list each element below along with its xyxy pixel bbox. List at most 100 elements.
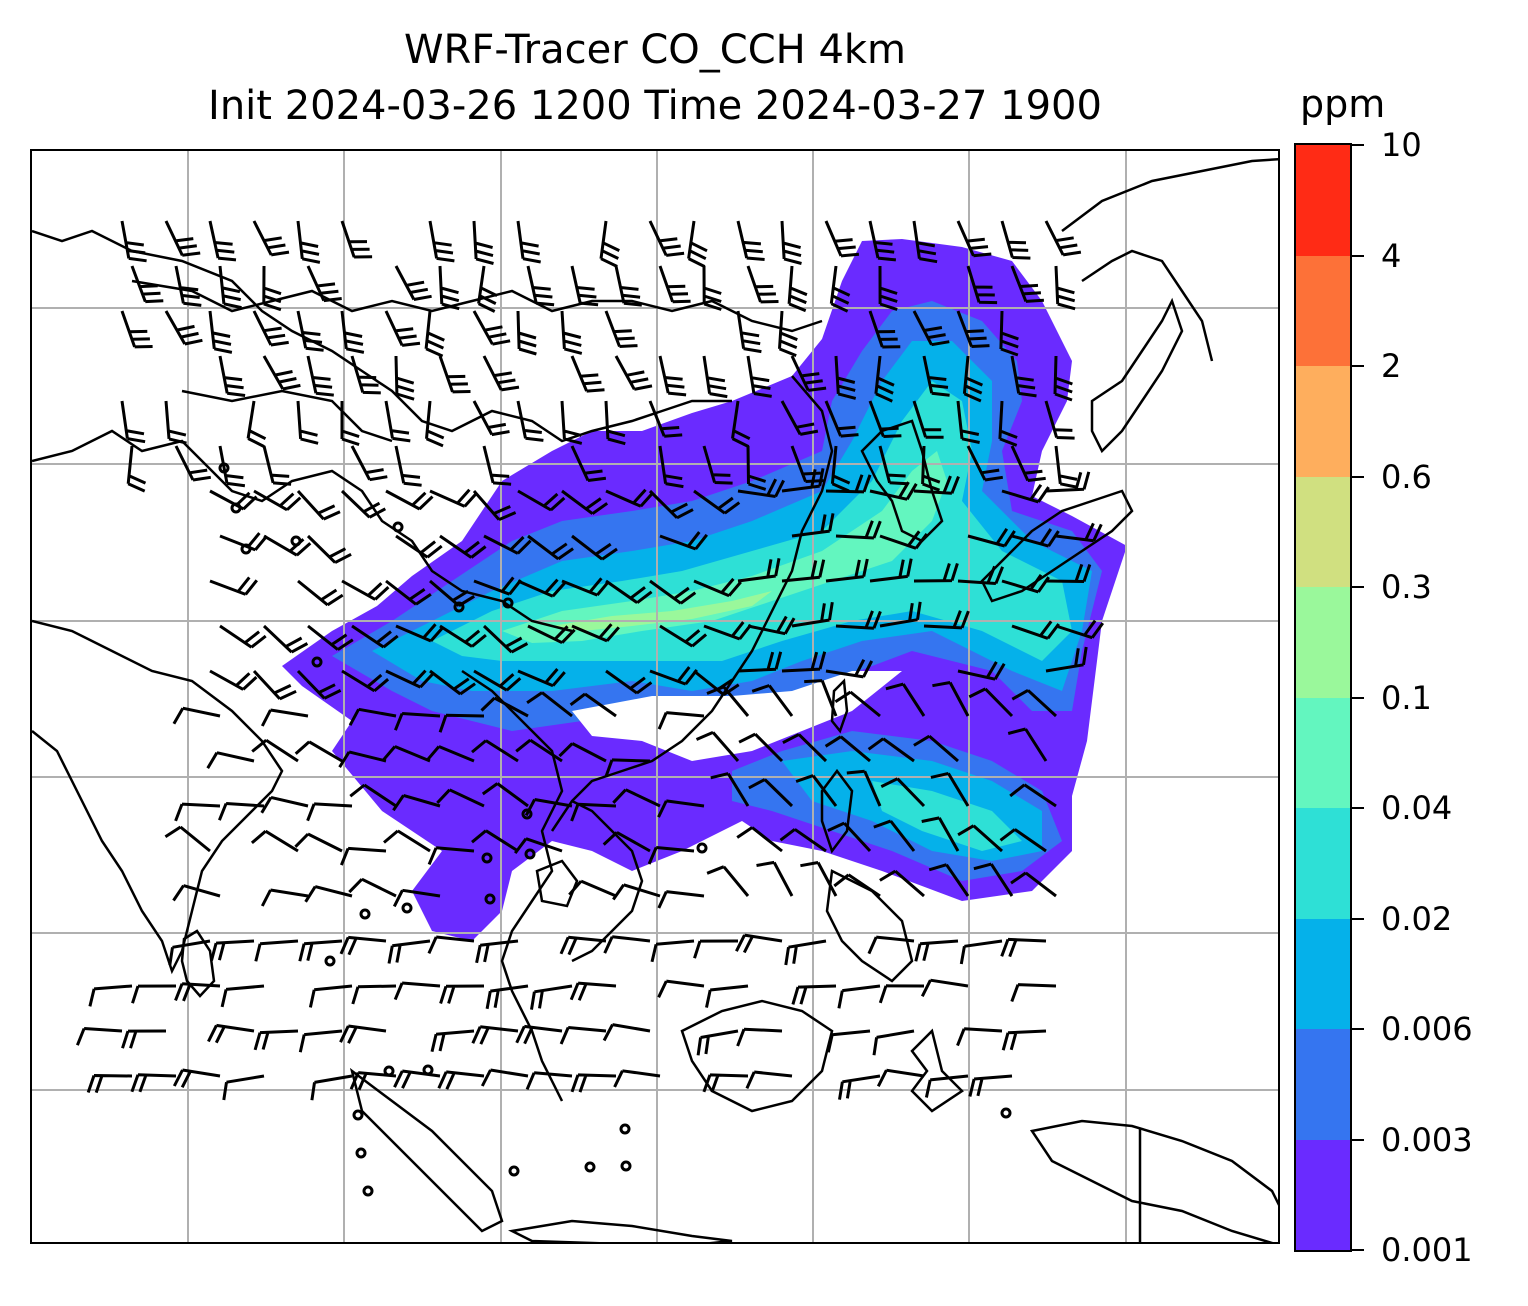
colorbar-swatch (1296, 587, 1350, 698)
wind-barb (222, 1074, 265, 1101)
wind-barb (834, 690, 881, 718)
calm-wind-marker (584, 1161, 596, 1173)
wind-barb (436, 788, 485, 808)
colorbar (1294, 143, 1352, 1252)
wind-barb (878, 445, 908, 486)
wind-barb (340, 489, 387, 519)
wind-barb (973, 862, 1014, 897)
wind-barb (879, 601, 922, 628)
wind-barb (246, 400, 267, 448)
wind-barb (298, 1029, 343, 1053)
wind-barb (748, 778, 794, 808)
wind-barb (913, 734, 959, 763)
wind-barb (999, 310, 1019, 357)
wind-barb (164, 220, 201, 257)
wind-barb (296, 400, 319, 445)
wind-barb (779, 828, 827, 853)
wind-barb (393, 981, 441, 1001)
wind-barb (263, 534, 312, 557)
wind-barb (306, 265, 342, 303)
wind-barb (475, 939, 519, 964)
wind-barb (804, 679, 838, 717)
wind-barb (998, 400, 1018, 447)
wind-barb (693, 489, 741, 515)
wind-barb (527, 624, 576, 645)
wind-barb (912, 220, 938, 264)
wind-barb (569, 692, 617, 718)
wind-barb (826, 1029, 871, 1053)
wind-barb (394, 355, 415, 401)
wind-barb (296, 310, 324, 352)
wind-barb (782, 733, 828, 763)
wind-barb (829, 265, 851, 313)
wind-barb (736, 826, 783, 853)
colorbar-swatch (1296, 366, 1350, 477)
wind-barb (296, 489, 341, 521)
map-panel[interactable] (30, 149, 1280, 1244)
wind-barb (657, 711, 705, 730)
wind-barb (824, 735, 871, 763)
wind-barb (560, 310, 583, 355)
wind-barb (517, 578, 566, 598)
wind-barb (395, 534, 443, 559)
wind-barb (526, 265, 555, 307)
map-canvas (32, 151, 1278, 1242)
wind-barb (649, 579, 697, 605)
wind-barb (1010, 445, 1046, 482)
wind-barb (834, 355, 857, 400)
wind-barb (306, 355, 334, 397)
wind-barb (429, 669, 476, 696)
wind-barb (561, 577, 610, 597)
calm-wind-marker (359, 908, 371, 920)
wind-barb (254, 939, 299, 962)
wind-barb (517, 668, 566, 688)
wind-barb (1045, 563, 1092, 583)
wind-barb (781, 559, 826, 583)
calm-wind-marker (484, 893, 496, 905)
colorbar-swatch (1296, 697, 1350, 808)
wind-barb (439, 624, 487, 648)
wind-barb (351, 624, 399, 649)
wind-barb (922, 355, 950, 397)
wind-barb (530, 984, 573, 1010)
wind-barb (604, 400, 626, 446)
wind-barb (791, 601, 834, 628)
colorbar-swatch (1296, 808, 1350, 919)
wind-barb (967, 527, 1016, 548)
wind-barb (868, 400, 902, 438)
colorbar-tick (1352, 1028, 1364, 1030)
wind-barb (306, 802, 353, 822)
colorbar-tick-label: 4 (1381, 236, 1402, 275)
wind-barb (427, 935, 475, 955)
wind-barb (747, 615, 796, 636)
wind-barb (1054, 265, 1076, 311)
wind-barb (558, 742, 607, 763)
wind-barb (304, 885, 353, 903)
wind-barb (308, 984, 353, 1008)
wind-barb (209, 576, 258, 596)
wind-barb (878, 984, 925, 1004)
wind-barb (174, 445, 212, 482)
colorbar-tick (1352, 1249, 1364, 1251)
wind-barb (481, 782, 529, 808)
wind-barb (778, 310, 798, 357)
wind-barb (253, 489, 302, 512)
wind-barb (657, 979, 705, 998)
wind-barb (1053, 355, 1073, 402)
wind-barb (956, 1027, 1003, 1047)
wind-barb (876, 1068, 925, 1087)
wind-barb (745, 1070, 793, 1090)
wind-barb (868, 310, 901, 349)
wind-barb (833, 873, 881, 898)
colorbar-tick (1352, 475, 1364, 478)
wind-barb (429, 579, 475, 607)
wind-barb (968, 687, 1014, 718)
wind-barb (706, 685, 750, 717)
wind-barb (737, 651, 783, 673)
wind-barb (428, 220, 455, 263)
wind-barb (392, 888, 441, 908)
wind-barb (86, 1074, 133, 1094)
wind-barb (921, 816, 960, 852)
wind-barb (605, 579, 653, 604)
calm-wind-marker (324, 955, 336, 967)
